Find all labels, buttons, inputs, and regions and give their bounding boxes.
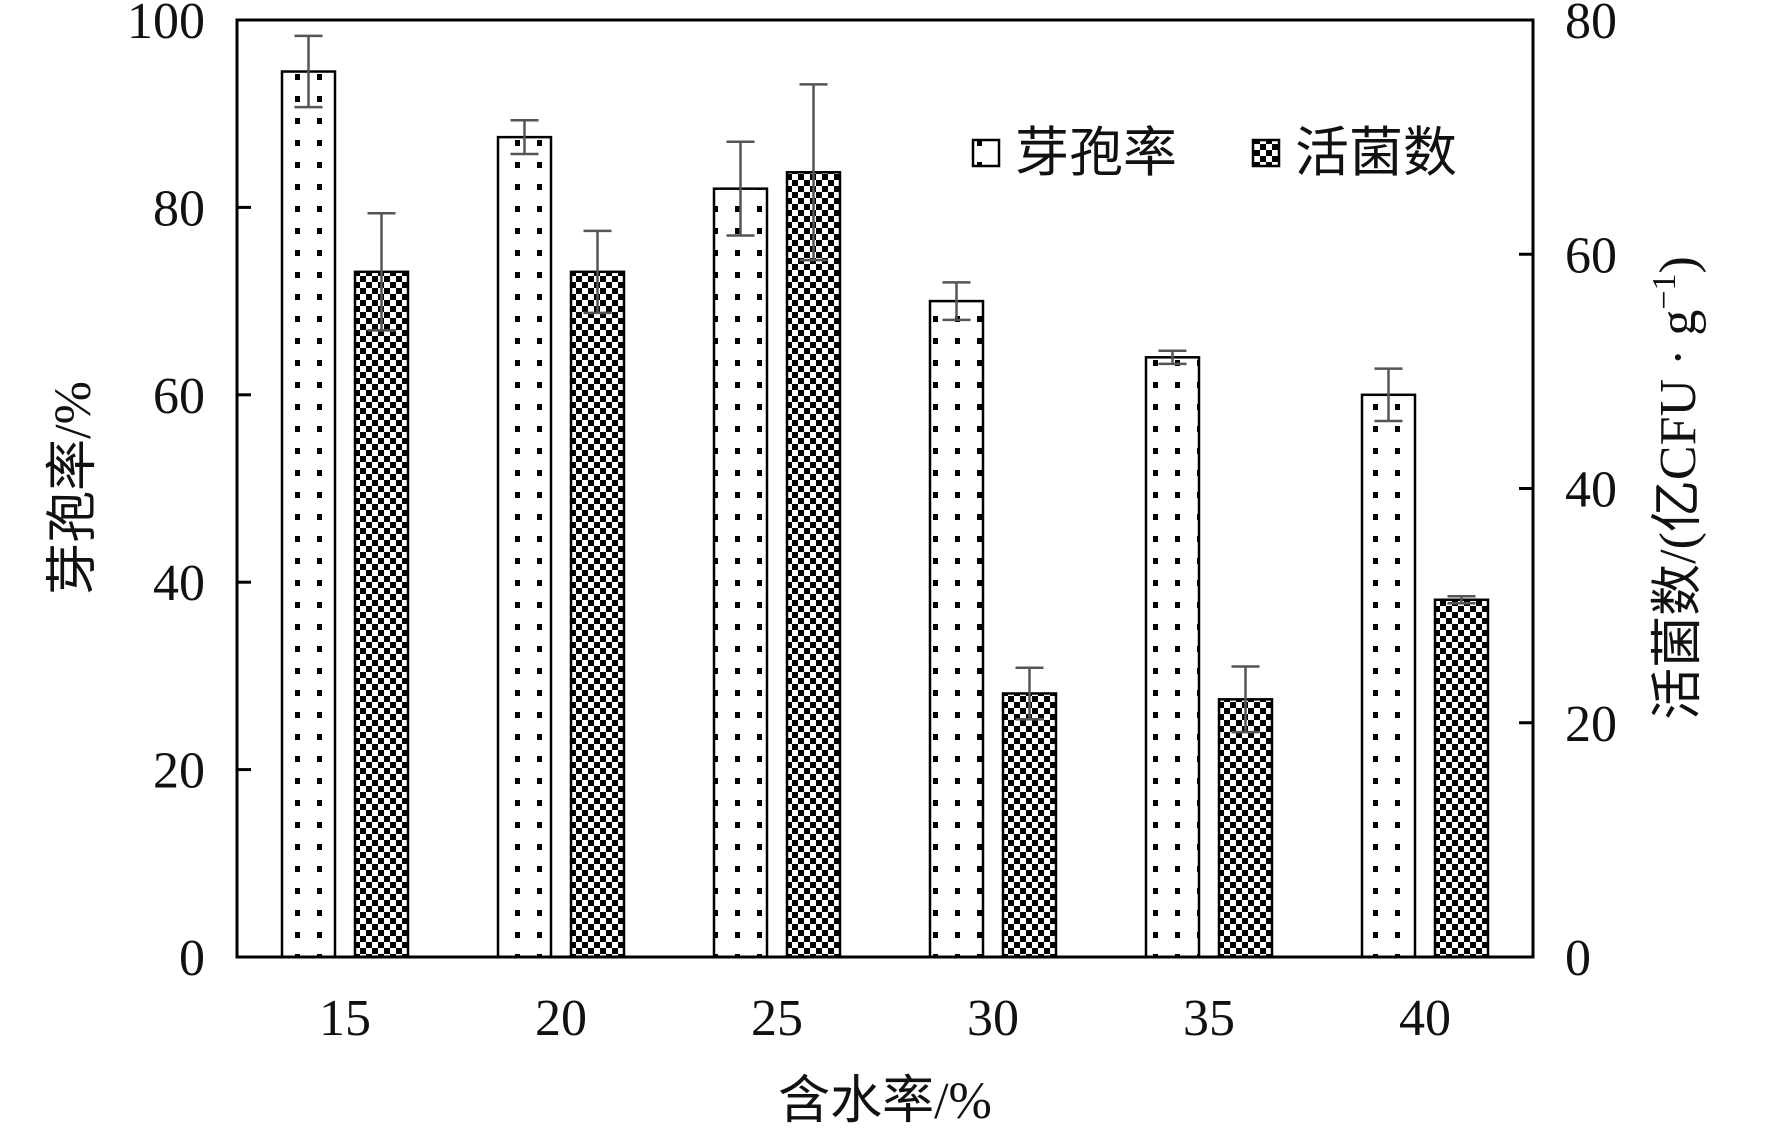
x-tick-label-35: 35 xyxy=(1183,990,1235,1047)
x-tick-label-30: 30 xyxy=(967,990,1019,1047)
legend-swatch-spore-rate xyxy=(971,138,1001,168)
y-tick-label-20: 20 xyxy=(153,743,205,800)
bar-spore-rate-35 xyxy=(1144,356,1201,959)
y-tick-label-100: 100 xyxy=(127,0,205,50)
y2-axis-title: 活菌数/(亿CFU · g−1) xyxy=(1646,256,1707,720)
bar-spore-rate-15 xyxy=(280,70,337,959)
y2-axis-title-close: ) xyxy=(1650,256,1707,273)
legend-label-spore-rate: 芽孢率 xyxy=(1015,123,1177,183)
x-tick-label-25: 25 xyxy=(751,990,803,1047)
y2-axis-title-sup: −1 xyxy=(1646,273,1683,309)
bar-viable-count-30 xyxy=(1001,692,1058,959)
y-tick-label-0: 0 xyxy=(179,930,205,987)
bar-spore-rate-25 xyxy=(712,187,769,959)
y-axis-title: 芽孢率/% xyxy=(45,381,102,595)
y2-tick-label-40: 40 xyxy=(1565,462,1617,519)
y-tick-label-60: 60 xyxy=(153,368,205,425)
bar-viable-count-25 xyxy=(785,171,842,959)
bar-spore-rate-40 xyxy=(1360,393,1417,959)
bar-spore-rate-30 xyxy=(928,299,985,959)
y2-tick-label-60: 60 xyxy=(1565,227,1617,284)
x-tick-label-40: 40 xyxy=(1399,990,1451,1047)
y2-tick-label-80: 80 xyxy=(1565,0,1617,50)
ticks-layer xyxy=(237,18,1533,959)
legend-swatch-viable-count xyxy=(1251,138,1281,168)
legend-label-viable-count: 活菌数 xyxy=(1295,123,1457,183)
bar-viable-count-15 xyxy=(353,270,410,959)
x-axis-title: 含水率/% xyxy=(778,1073,992,1130)
bar-viable-count-20 xyxy=(569,270,626,959)
legend: 芽孢率 活菌数 xyxy=(971,123,1457,183)
bars-layer xyxy=(280,70,1490,959)
bar-spore-rate-20 xyxy=(496,135,553,959)
bar-viable-count-35 xyxy=(1217,698,1274,959)
y2-tick-label-0: 0 xyxy=(1565,930,1591,987)
x-tick-label-20: 20 xyxy=(535,990,587,1047)
y2-tick-label-20: 20 xyxy=(1565,696,1617,753)
y2-axis-title-main: 活菌数/(亿CFU · g xyxy=(1650,310,1707,720)
y-tick-label-40: 40 xyxy=(153,555,205,612)
error-bars-layer xyxy=(294,34,1476,734)
x-tick-label-15: 15 xyxy=(319,990,371,1047)
y-tick-label-80: 80 xyxy=(153,180,205,237)
bar-viable-count-40 xyxy=(1433,598,1490,959)
tick-labels-layer: 15 20 25 30 35 40 0 20 40 60 80 100 0 20 40 60 80 xyxy=(127,0,1617,1047)
